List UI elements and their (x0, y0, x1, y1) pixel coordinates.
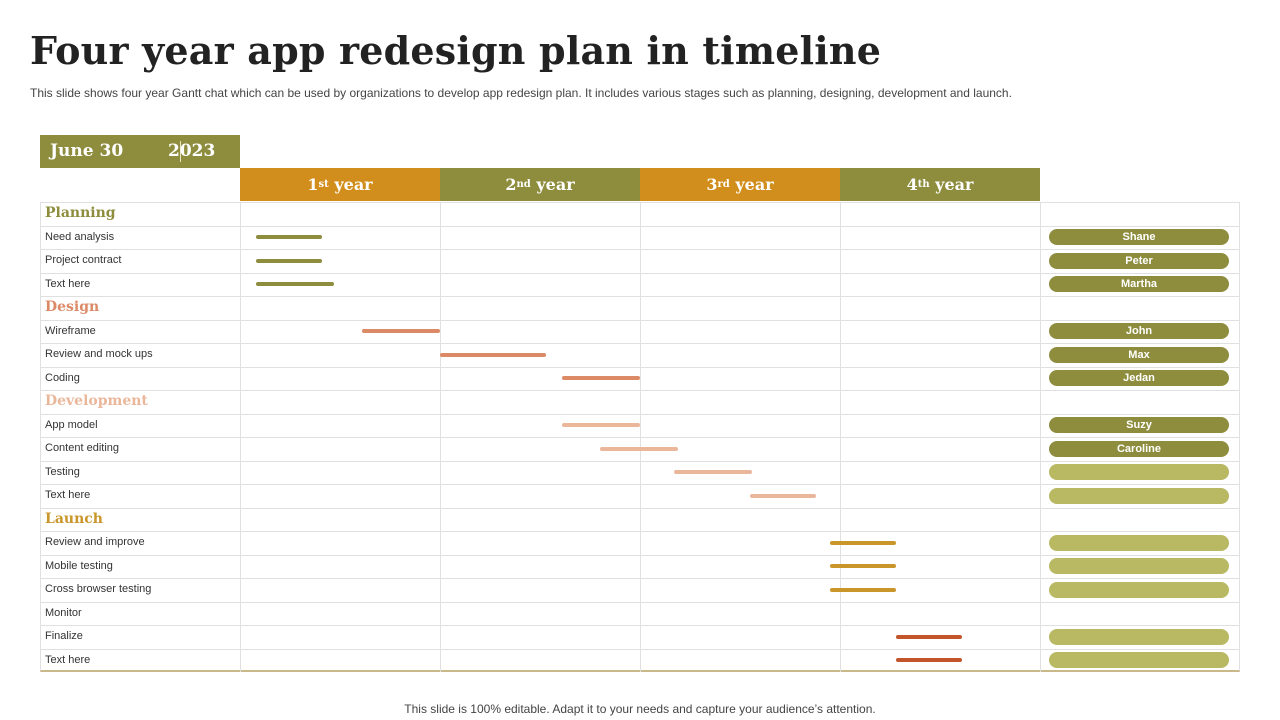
owner-pill (1049, 629, 1229, 645)
page-subtitle: This slide shows four year Gantt chat wh… (30, 86, 1012, 100)
date-year: 2023 (168, 141, 216, 161)
task-label: Testing (45, 466, 80, 478)
footer-note: This slide is 100% editable. Adapt it to… (404, 702, 876, 716)
grid-row-line (40, 602, 1240, 603)
grid-row-line (40, 296, 1240, 297)
grid-row-line (40, 273, 1240, 274)
owner-pill: Caroline (1049, 441, 1229, 457)
year-word: year (530, 175, 575, 194)
grid-row-line (40, 367, 1240, 368)
task-label: Text here (45, 278, 91, 290)
task-label: Mobile testing (45, 560, 113, 572)
section-heading: Development (45, 393, 148, 409)
owner-pill (1049, 535, 1229, 551)
grid-row-line (40, 555, 1240, 556)
owner-pill (1049, 558, 1229, 574)
task-label: Content editing (45, 442, 119, 454)
grid-row-line (40, 414, 1240, 415)
task-bar (830, 541, 896, 545)
task-bar (562, 376, 640, 380)
task-bar (362, 329, 440, 333)
year-number: 1 (307, 175, 319, 194)
task-bar (440, 353, 546, 357)
grid-row-line (40, 484, 1240, 485)
task-label: Need analysis (45, 231, 115, 243)
grid-row-line (40, 531, 1240, 532)
task-label: Wireframe (45, 325, 96, 337)
year-number: 4 (906, 175, 918, 194)
task-bar (896, 658, 962, 662)
grid-row-line (40, 437, 1240, 438)
section-heading: Design (45, 299, 100, 315)
task-label: Cross browser testing (45, 583, 152, 595)
task-label: Coding (45, 372, 80, 384)
grid-row-line (40, 343, 1240, 344)
task-bar (830, 588, 896, 592)
task-bar (674, 470, 752, 474)
task-bar (896, 635, 962, 639)
owner-pill: Shane (1049, 229, 1229, 245)
task-label: Review and mock ups (45, 348, 153, 360)
task-bar (562, 423, 640, 427)
grid-row-line (40, 508, 1240, 509)
year-number: 2 (505, 175, 517, 194)
owner-pill (1049, 464, 1229, 480)
grid-row-line (40, 249, 1240, 250)
grid-row-line (40, 649, 1240, 650)
owner-pill: Max (1049, 347, 1229, 363)
owner-pill: Suzy (1049, 417, 1229, 433)
date-separator (180, 141, 181, 162)
year-suffix: nd (516, 179, 531, 190)
task-bar (750, 494, 816, 498)
date-day: June 30 (50, 141, 124, 161)
task-bar (600, 447, 678, 451)
year-suffix: rd (717, 179, 730, 190)
section-heading: Planning (45, 205, 116, 221)
grid-row-line (40, 461, 1240, 462)
task-label: Text here (45, 654, 91, 666)
task-bar (256, 282, 334, 286)
grid-row-line (40, 226, 1240, 227)
grid-row-line (40, 320, 1240, 321)
task-label: App model (45, 419, 98, 431)
grid-row-line (40, 578, 1240, 579)
year-word: year (929, 175, 974, 194)
owner-pill: John (1049, 323, 1229, 339)
owner-pill: Peter (1049, 253, 1229, 269)
task-label: Monitor (45, 607, 82, 619)
task-bar (256, 235, 322, 239)
section-heading: Launch (45, 511, 103, 527)
grid-row-line (40, 390, 1240, 391)
task-bar (830, 564, 896, 568)
owner-pill: Jedan (1049, 370, 1229, 386)
task-label: Review and improve (45, 536, 145, 548)
date-badge: June 30 2023 (40, 135, 240, 168)
year-word: year (328, 175, 373, 194)
task-bar (256, 259, 322, 263)
owner-pill (1049, 488, 1229, 504)
task-label: Project contract (45, 254, 122, 266)
owner-pill (1049, 652, 1229, 668)
year-word: year (729, 175, 774, 194)
page-title: Four year app redesign plan in timeline (30, 28, 882, 73)
owner-pill (1049, 582, 1229, 598)
task-label: Finalize (45, 630, 83, 642)
task-label: Text here (45, 489, 91, 501)
year-suffix: st (318, 179, 329, 190)
grid-row-line (40, 625, 1240, 626)
year-number: 3 (706, 175, 718, 194)
year-suffix: th (917, 179, 930, 190)
owner-pill: Martha (1049, 276, 1229, 292)
